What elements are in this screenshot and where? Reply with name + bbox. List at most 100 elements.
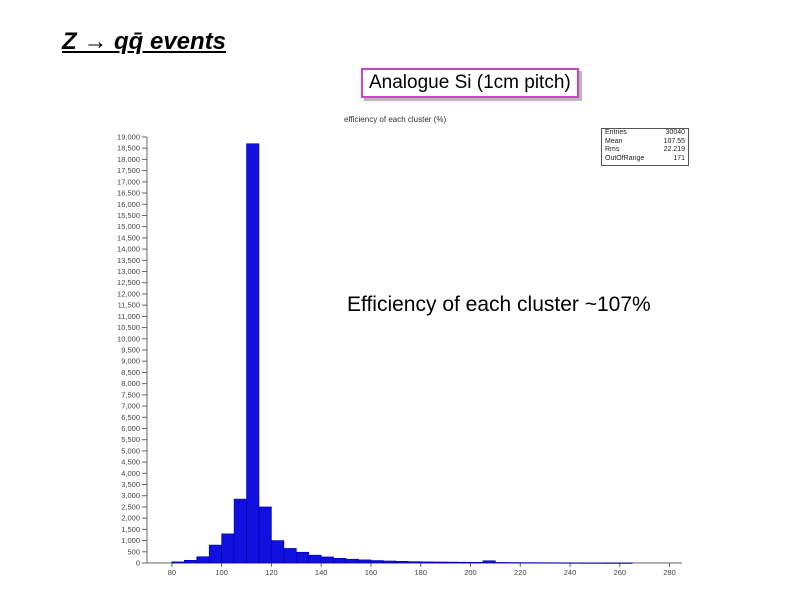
stats-row-entries: Entries 30040	[602, 129, 688, 138]
y-tick-label: 8,000	[121, 379, 140, 388]
y-tick-label: 12,500	[117, 278, 140, 287]
histogram-bar	[246, 143, 260, 564]
histogram-bar	[283, 548, 297, 564]
histogram-title: efficiency of each cluster (%)	[344, 115, 447, 124]
histogram-bar	[171, 561, 185, 564]
x-tick-label: 140	[315, 568, 328, 577]
y-tick-label: 7,000	[121, 402, 140, 411]
stats-key: OutOfRange	[605, 154, 645, 162]
x-tick-label: 280	[663, 568, 676, 577]
histogram-bar	[333, 557, 347, 564]
y-tick-label: 7,500	[121, 390, 140, 399]
stats-row-rms: Rms 22.219	[602, 146, 688, 155]
y-tick-label: 4,500	[121, 458, 140, 467]
stats-value: 171	[673, 154, 685, 162]
y-tick-label: 16,500	[117, 189, 140, 198]
y-tick-label: 11,000	[118, 312, 140, 321]
y-tick-label: 3,500	[121, 480, 140, 489]
histogram-bar	[420, 561, 434, 564]
histogram-bar	[582, 562, 596, 564]
x-tick-label: 180	[414, 568, 427, 577]
y-tick-label: 500	[127, 547, 140, 556]
histogram-bar	[557, 562, 571, 564]
y-tick-label: 15,000	[117, 222, 140, 231]
histogram-bar	[470, 562, 484, 564]
y-tick-label: 5,000	[121, 446, 140, 455]
histogram-bar	[482, 560, 496, 564]
histogram-bar	[532, 562, 546, 564]
histogram-bar	[432, 561, 446, 564]
y-tick-label: 2,000	[121, 514, 140, 523]
x-tick-label: 80	[168, 568, 176, 577]
y-tick-label: 11,500	[118, 301, 140, 310]
stats-value: 30040	[665, 129, 685, 136]
x-tick-label: 160	[365, 568, 378, 577]
y-tick-label: 19,000	[117, 133, 140, 142]
y-tick-label: 18,000	[117, 155, 140, 164]
histogram-bar	[358, 559, 372, 564]
y-tick-label: 2,500	[121, 502, 140, 511]
y-tick-label: 17,500	[117, 166, 140, 175]
histogram-bar	[457, 561, 471, 564]
y-tick-label: 6,500	[121, 413, 140, 422]
histogram-bar	[208, 544, 222, 564]
y-tick-label: 10,500	[117, 323, 140, 332]
slide-title: Z → qq̄ events	[62, 28, 227, 55]
y-tick-label: 9,500	[121, 346, 140, 355]
histogram-bar	[233, 498, 247, 564]
y-tick-label: 18,500	[117, 144, 140, 153]
histogram-bar	[221, 533, 235, 564]
y-tick-label: 15,500	[117, 211, 140, 220]
histogram-bar	[308, 554, 322, 564]
histogram-bar	[519, 562, 533, 564]
histogram-bar	[445, 561, 459, 564]
histogram-bar	[370, 560, 384, 564]
x-tick-label: 120	[265, 568, 278, 577]
y-tick-label: 3,000	[121, 491, 140, 500]
histogram-bar	[258, 506, 272, 564]
stats-key: Mean	[605, 137, 623, 145]
y-tick-label: 9,000	[121, 357, 140, 366]
y-tick-label: 13,500	[117, 256, 140, 265]
efficiency-callout: Efficiency of each cluster ~107%	[347, 293, 651, 316]
y-tick-label: 17,000	[117, 177, 140, 186]
x-tick-label: 100	[215, 568, 228, 577]
histogram-bar	[320, 556, 334, 564]
stats-value: 107.55	[663, 137, 685, 145]
histogram-bar	[607, 562, 621, 564]
y-tick-label: 0	[136, 559, 140, 568]
histogram-bar	[296, 551, 310, 564]
stats-row-mean: Mean 107.55	[602, 138, 688, 147]
y-tick-label: 5,500	[121, 435, 140, 444]
stats-row-outofrange: OutOfRange 171	[602, 155, 688, 164]
histogram-bar	[196, 556, 210, 564]
histogram-bar	[383, 560, 397, 564]
histogram-bar	[495, 562, 509, 564]
y-tick-label: 1,500	[121, 525, 140, 534]
x-tick-label: 260	[614, 568, 627, 577]
y-tick-label: 14,000	[117, 245, 140, 254]
y-tick-label: 6,000	[121, 424, 140, 433]
histogram-bar	[407, 561, 422, 564]
y-tick-label: 13,000	[117, 267, 140, 276]
histogram-bar	[544, 562, 558, 564]
y-tick-label: 1,000	[121, 536, 140, 545]
histogram-bar	[184, 560, 198, 564]
stats-key: Entries	[605, 129, 627, 136]
histogram-bar	[619, 562, 633, 564]
detector-label-box: Analogue Si (1cm pitch)	[361, 68, 579, 98]
stats-value: 22.219	[663, 146, 685, 153]
y-tick-label: 8,500	[121, 368, 140, 377]
y-tick-label: 14,500	[117, 233, 140, 242]
histogram-bar	[594, 562, 608, 564]
y-tick-label: 12,000	[117, 289, 140, 298]
x-tick-label: 240	[564, 568, 577, 577]
y-tick-label: 16,000	[117, 200, 140, 209]
histogram-bar	[345, 558, 359, 564]
x-tick-label: 200	[464, 568, 477, 577]
histogram-bar	[395, 561, 409, 564]
y-tick-label: 4,000	[121, 469, 140, 478]
histogram-bar	[569, 562, 583, 564]
x-tick-label: 220	[514, 568, 527, 577]
